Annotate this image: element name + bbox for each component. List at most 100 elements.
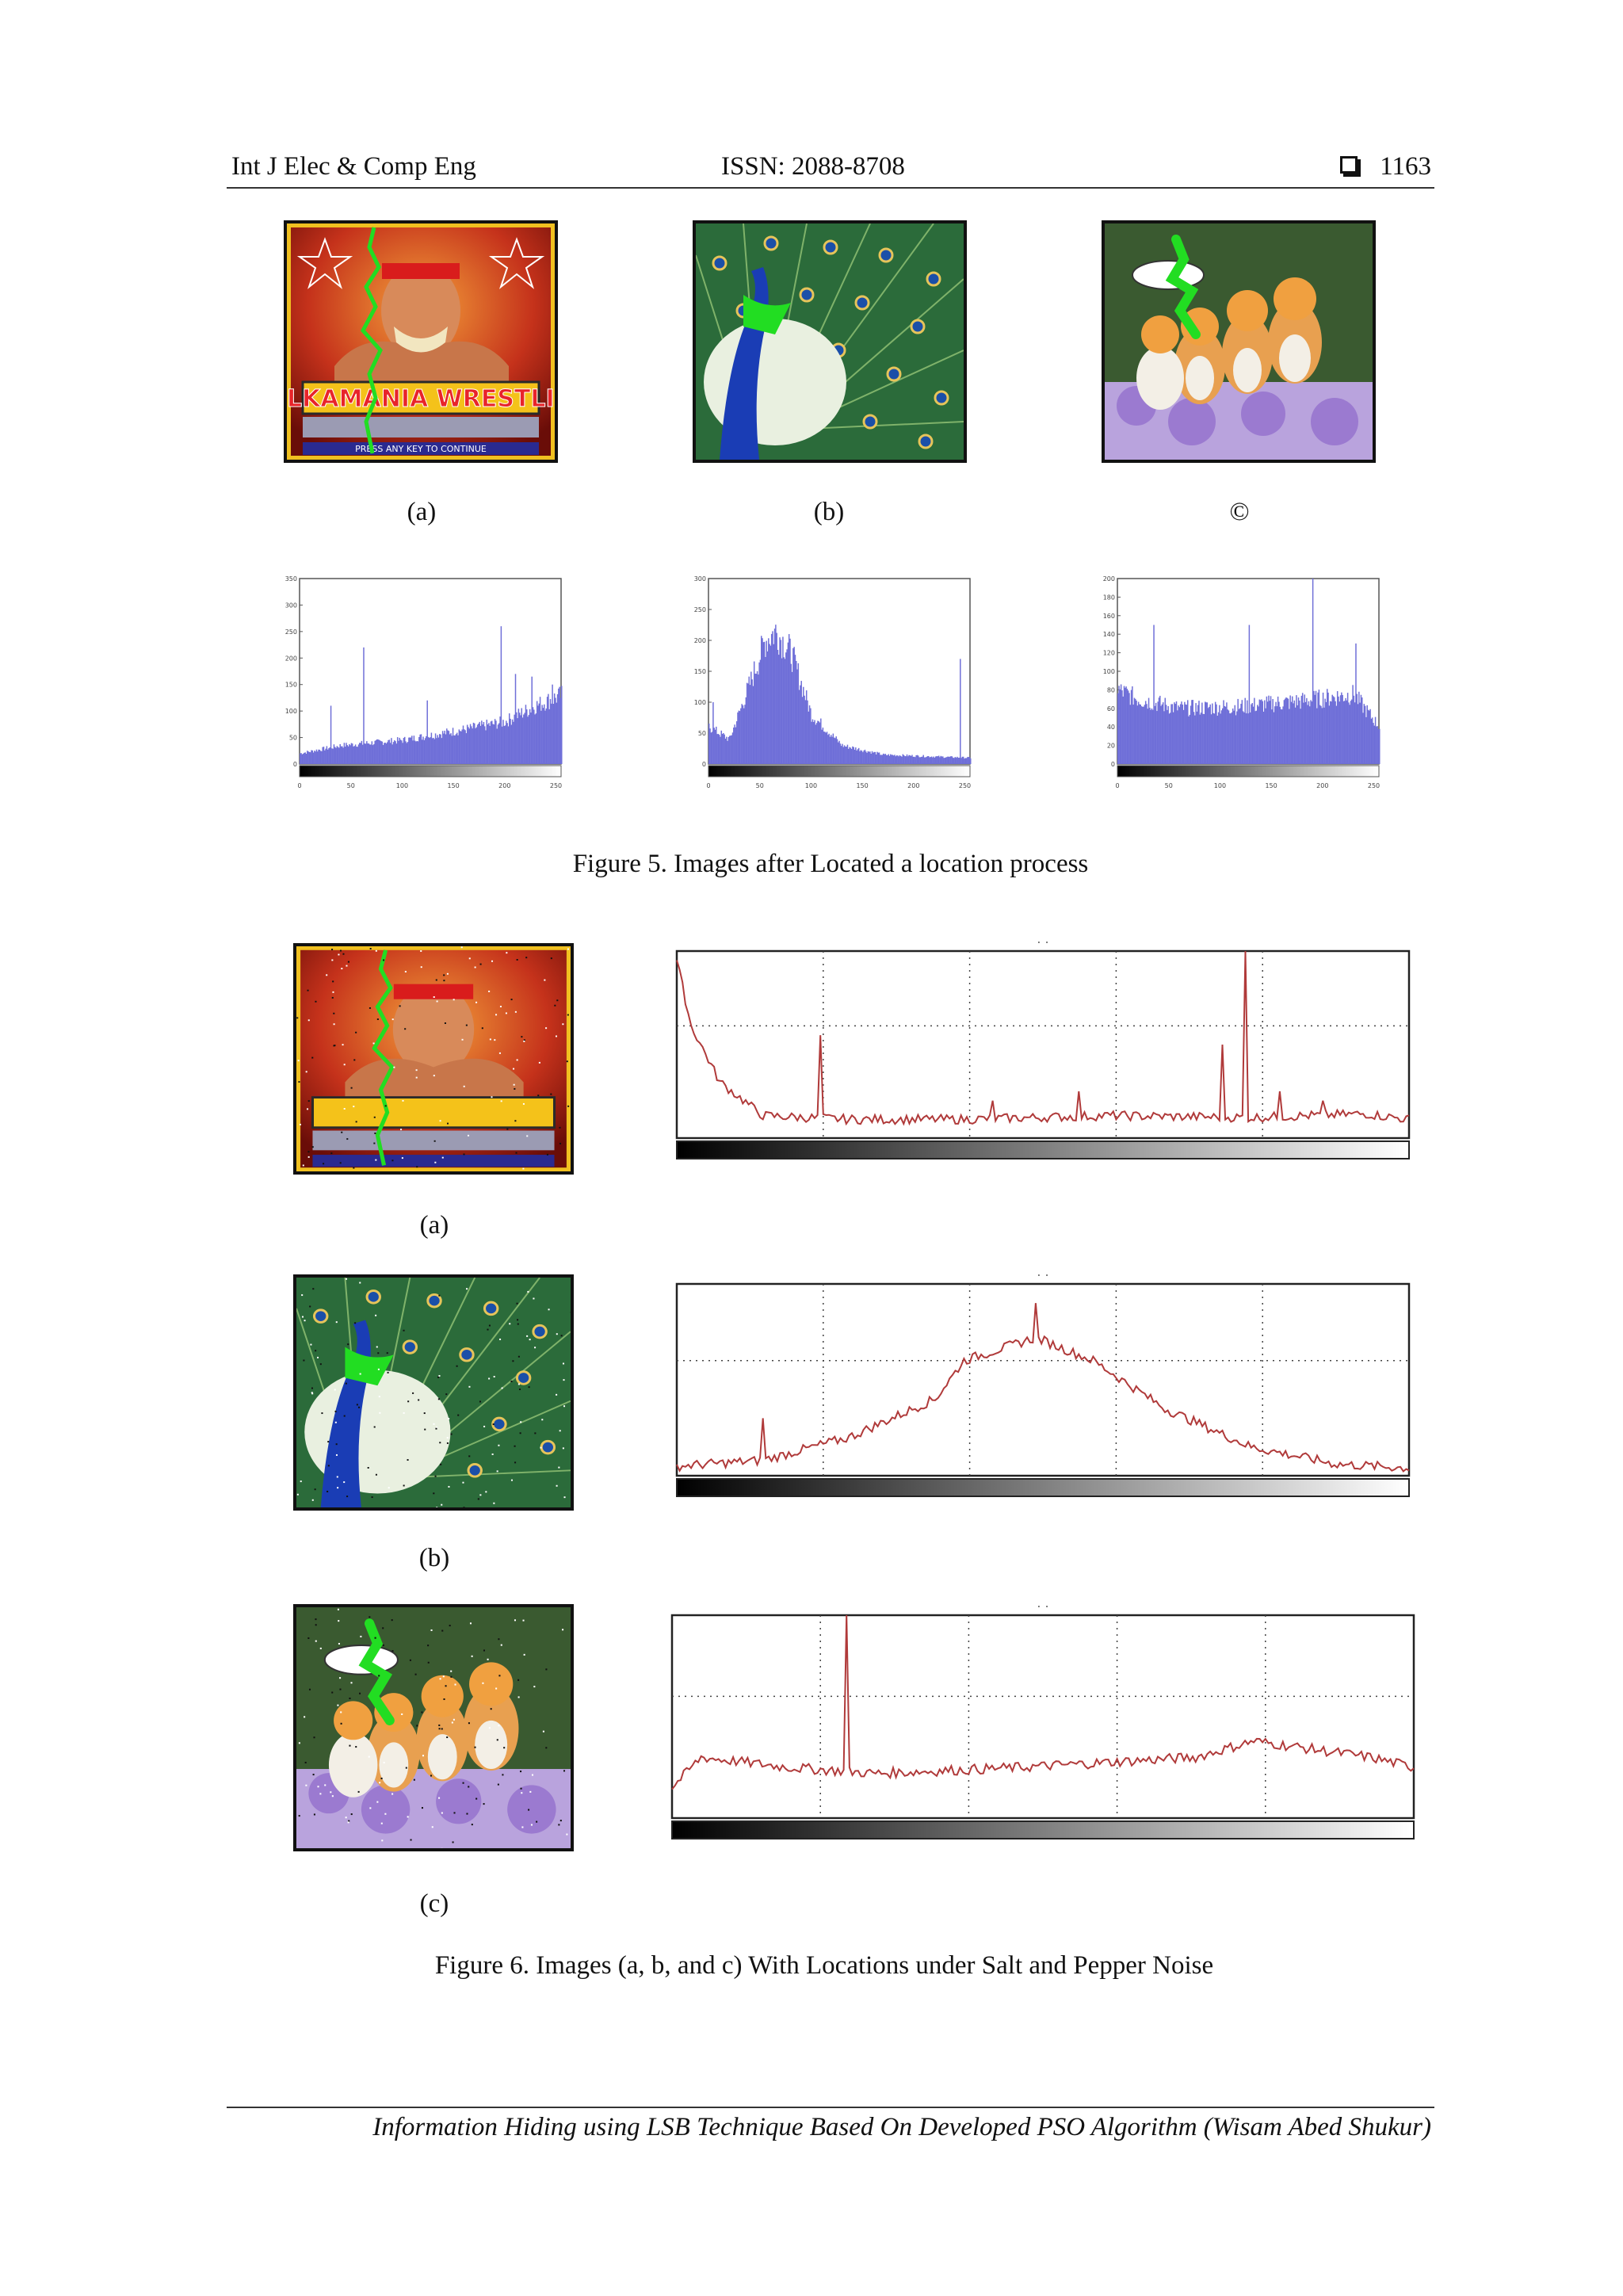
plot-marker: . . [1037, 1596, 1048, 1610]
histogram-bar [412, 740, 414, 764]
noise-series-line [676, 1303, 1410, 1473]
histogram-bar [1289, 695, 1291, 764]
histogram-bar [1304, 694, 1306, 764]
histogram-bar [911, 755, 913, 764]
histogram-bar [1230, 713, 1232, 764]
histogram-bar [1237, 698, 1239, 764]
histogram-bar [424, 738, 426, 764]
histogram-bar [773, 628, 776, 764]
histogram-bar [728, 735, 731, 764]
noisy-kittens-image [296, 1607, 571, 1848]
histogram-bar [530, 712, 532, 764]
histogram-bar [831, 736, 833, 764]
histogram-bar [314, 751, 315, 764]
histogram-bar [365, 743, 367, 764]
histogram-bar [405, 741, 407, 764]
x-tick-label: 250 [1368, 782, 1380, 789]
histogram-bar [461, 729, 463, 764]
histogram-bar [318, 749, 319, 764]
histogram-bar [961, 756, 964, 764]
poster-bottom-text: PRESS ANY KEY TO CONTINUE [355, 444, 487, 454]
histogram-bar [542, 708, 544, 764]
histogram-bar [373, 743, 375, 764]
histogram-bar [488, 723, 490, 764]
histogram-bar [555, 697, 556, 764]
plot-marker: . . [1037, 932, 1048, 946]
histogram-bar [1130, 690, 1132, 764]
histogram-bar [1312, 579, 1314, 764]
histogram-bar [504, 725, 506, 764]
histogram-bar [939, 757, 941, 764]
histogram-bar [506, 723, 508, 764]
histogram-bar [404, 736, 406, 764]
histogram-bar [887, 755, 888, 764]
histogram-bar [369, 744, 371, 764]
histogram-bar [1379, 728, 1381, 764]
x-tick-label: 0 [1115, 782, 1119, 789]
poster-title: HULKAMANIA WRESTLING [287, 385, 555, 413]
histogram-bar [1119, 689, 1121, 764]
histogram-bar [1282, 706, 1284, 764]
histogram-bar [935, 756, 937, 764]
peacock-image [696, 223, 964, 460]
histogram-bar [419, 734, 421, 764]
histogram-bar [1220, 710, 1223, 764]
figure6-label-c: (c) [419, 1889, 449, 1918]
histogram-bar [436, 738, 437, 764]
histogram-bar [561, 686, 563, 764]
plot-frame [670, 1614, 1415, 1820]
histogram-bar [1186, 705, 1188, 764]
y-tick-label: 80 [1107, 686, 1115, 693]
histogram-bar [724, 738, 727, 764]
histogram-bar [1363, 704, 1365, 764]
histogram-bar [347, 746, 349, 764]
histogram-bar [1222, 708, 1224, 764]
histogram-bar [1293, 700, 1296, 764]
histogram-bar [1339, 695, 1342, 764]
histogram-bar [748, 676, 750, 764]
histogram-bar [537, 705, 539, 764]
x-tick-label: 200 [498, 782, 510, 789]
histogram-bar [835, 736, 837, 764]
figure6-image-kittens [293, 1604, 574, 1851]
histogram-bar [811, 721, 812, 764]
histogram-bar [1160, 705, 1162, 764]
histogram-bar [814, 720, 815, 764]
histogram-bar [409, 737, 411, 764]
histogram-bar [929, 757, 930, 764]
figure5-image-peacock [693, 220, 967, 463]
histogram-bar [1308, 701, 1310, 764]
histogram-bar [855, 747, 857, 764]
histogram-bar [1164, 697, 1167, 764]
histogram-bar [1264, 700, 1266, 764]
histogram-bar [1213, 713, 1216, 764]
histogram-bar [395, 743, 398, 764]
histogram-bar [1233, 710, 1235, 764]
histogram-bar [1321, 708, 1323, 764]
histogram-bar [1167, 705, 1169, 764]
histogram-bar [1214, 701, 1216, 764]
histogram-bar [491, 720, 493, 764]
y-tick-label: 20 [1107, 743, 1115, 750]
histogram-bar [1212, 712, 1214, 764]
histogram-bar [1161, 704, 1163, 764]
histogram-bar [1345, 697, 1346, 764]
histogram-bar [1187, 700, 1189, 764]
histogram-bar [892, 755, 894, 764]
histogram-bar [776, 632, 777, 764]
histogram-bar [1194, 715, 1196, 764]
histogram-bar [1346, 693, 1349, 764]
histogram-bar [1286, 697, 1289, 764]
histogram-bar [1197, 705, 1199, 764]
histogram-bar [1122, 696, 1124, 764]
page-number: 1163 [1380, 152, 1431, 181]
histogram-bar [523, 714, 525, 764]
location-path [360, 227, 383, 454]
x-tick-label: 50 [756, 782, 764, 789]
histogram-bar [339, 743, 341, 764]
histogram-bar [1144, 701, 1147, 764]
histogram-bar [330, 705, 332, 764]
y-tick-label: 100 [694, 699, 706, 706]
figure5-label-c: © [1229, 498, 1250, 526]
histogram-bar [1342, 701, 1345, 764]
